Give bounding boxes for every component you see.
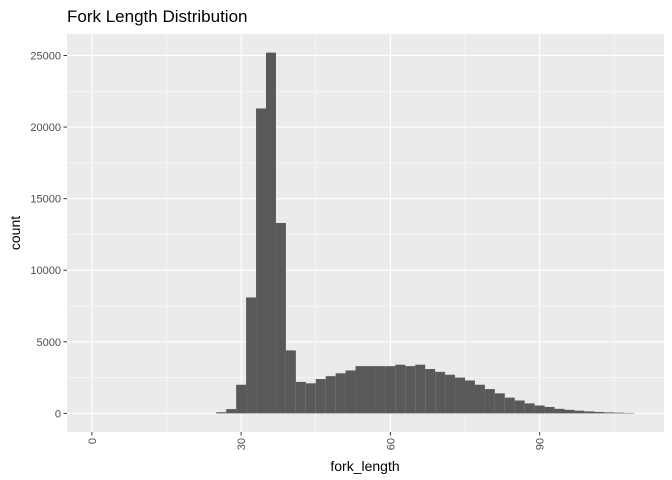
histogram-bar bbox=[246, 297, 257, 414]
histogram-bar bbox=[355, 366, 366, 414]
x-axis: 0 30 60 90 bbox=[87, 432, 547, 450]
histogram-bar bbox=[365, 366, 376, 414]
y-tick-label: 20000 bbox=[30, 122, 61, 134]
histogram-bar bbox=[484, 389, 495, 414]
histogram-bar bbox=[474, 384, 485, 414]
histogram-bar bbox=[415, 364, 426, 414]
histogram-bar bbox=[554, 408, 565, 414]
y-tick-label: 10000 bbox=[30, 265, 61, 277]
histogram-bar bbox=[604, 412, 615, 414]
histogram-bar bbox=[226, 409, 237, 414]
x-tick-label: 60 bbox=[385, 438, 397, 450]
histogram-bar bbox=[564, 409, 575, 414]
histogram-bar bbox=[405, 366, 416, 414]
x-tick-label: 30 bbox=[236, 438, 248, 450]
x-axis-title: fork_length bbox=[330, 458, 399, 474]
y-axis: 0 5000 10000 15000 20000 25000 bbox=[30, 50, 67, 420]
histogram-bar bbox=[544, 406, 555, 414]
histogram-bar bbox=[614, 412, 625, 414]
histogram-bar bbox=[256, 108, 266, 414]
histogram-bar bbox=[455, 377, 465, 414]
histogram-bar bbox=[524, 403, 535, 414]
histogram-bar bbox=[285, 350, 296, 414]
histogram-bar bbox=[445, 374, 456, 414]
histogram-bar bbox=[315, 379, 326, 414]
histogram-bar bbox=[385, 366, 396, 414]
histogram-bar bbox=[574, 410, 585, 414]
histogram-bar bbox=[216, 412, 227, 414]
y-tick-label: 25000 bbox=[30, 50, 61, 62]
histogram-bar bbox=[395, 364, 406, 414]
histogram-bar bbox=[594, 411, 605, 414]
y-tick-label: 15000 bbox=[30, 194, 61, 206]
histogram-bar bbox=[584, 411, 595, 414]
histogram-bar bbox=[335, 373, 346, 414]
histogram-bar bbox=[325, 376, 336, 414]
y-tick-label: 0 bbox=[55, 408, 61, 420]
y-axis-title: count bbox=[7, 216, 23, 250]
histogram-bar bbox=[345, 370, 356, 414]
histogram-bar bbox=[494, 393, 505, 414]
x-tick-label: 90 bbox=[535, 438, 547, 450]
y-tick-label: 5000 bbox=[37, 337, 61, 349]
histogram-bars bbox=[216, 52, 635, 414]
histogram-bar bbox=[375, 366, 386, 414]
histogram-bar bbox=[275, 222, 286, 414]
x-tick-label: 0 bbox=[87, 438, 99, 444]
histogram-bar bbox=[534, 405, 545, 414]
histogram-bar bbox=[435, 371, 446, 414]
histogram-bar bbox=[504, 397, 515, 414]
chart-title: Fork Length Distribution bbox=[67, 7, 247, 26]
histogram-bar bbox=[295, 381, 306, 414]
histogram-bar bbox=[465, 380, 475, 414]
histogram-bar bbox=[425, 369, 436, 414]
minor-gridlines bbox=[67, 34, 664, 432]
histogram-bar bbox=[236, 384, 247, 414]
histogram-bar bbox=[514, 400, 525, 414]
histogram-bar bbox=[266, 52, 276, 414]
histogram-bar bbox=[305, 383, 316, 414]
